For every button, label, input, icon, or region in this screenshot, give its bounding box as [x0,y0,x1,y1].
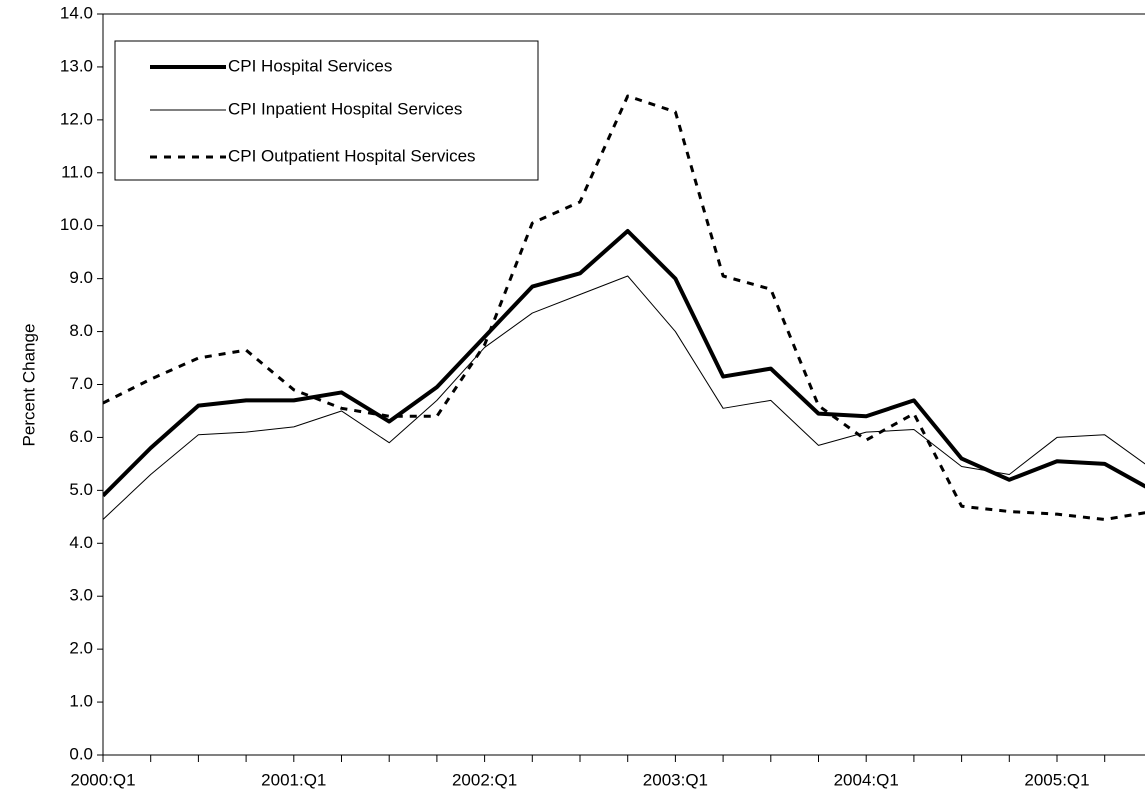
series-line [103,275,1145,520]
y-tick-label: 11.0 [61,162,93,181]
y-tick-label: 2.0 [69,639,93,658]
y-tick-label: 5.0 [69,480,93,499]
y-tick-label: 10.0 [60,215,93,234]
legend-label: CPI Inpatient Hospital Services [228,99,462,118]
x-tick-label: 2001:Q1 [261,770,326,789]
y-tick-label: 12.0 [60,109,93,128]
x-tick-label: 2002:Q1 [452,770,517,789]
y-tick-label: 4.0 [69,533,93,552]
y-axis-label: Percent Change [19,324,38,447]
y-tick-label: 9.0 [69,268,93,287]
series-line [103,94,1145,521]
series-line [103,229,1145,498]
x-tick-label: 2005:Q1 [1024,770,1089,789]
plot-lines [103,94,1145,521]
y-tick-label: 0.0 [69,744,93,763]
legend-label: CPI Outpatient Hospital Services [228,146,476,165]
y-tick-label: 6.0 [69,427,93,446]
x-tick-label: 2003:Q1 [643,770,708,789]
y-tick-label: 13.0 [60,56,93,75]
legend-label: CPI Hospital Services [228,56,392,75]
x-tick-label: 2000:Q1 [70,770,135,789]
y-tick-label: 8.0 [69,321,93,340]
y-tick-label: 14.0 [60,3,93,22]
y-tick-label: 1.0 [69,692,93,711]
y-tick-label: 3.0 [69,586,93,605]
x-tick-label: 2004:Q1 [834,770,899,789]
y-tick-label: 7.0 [69,374,93,393]
